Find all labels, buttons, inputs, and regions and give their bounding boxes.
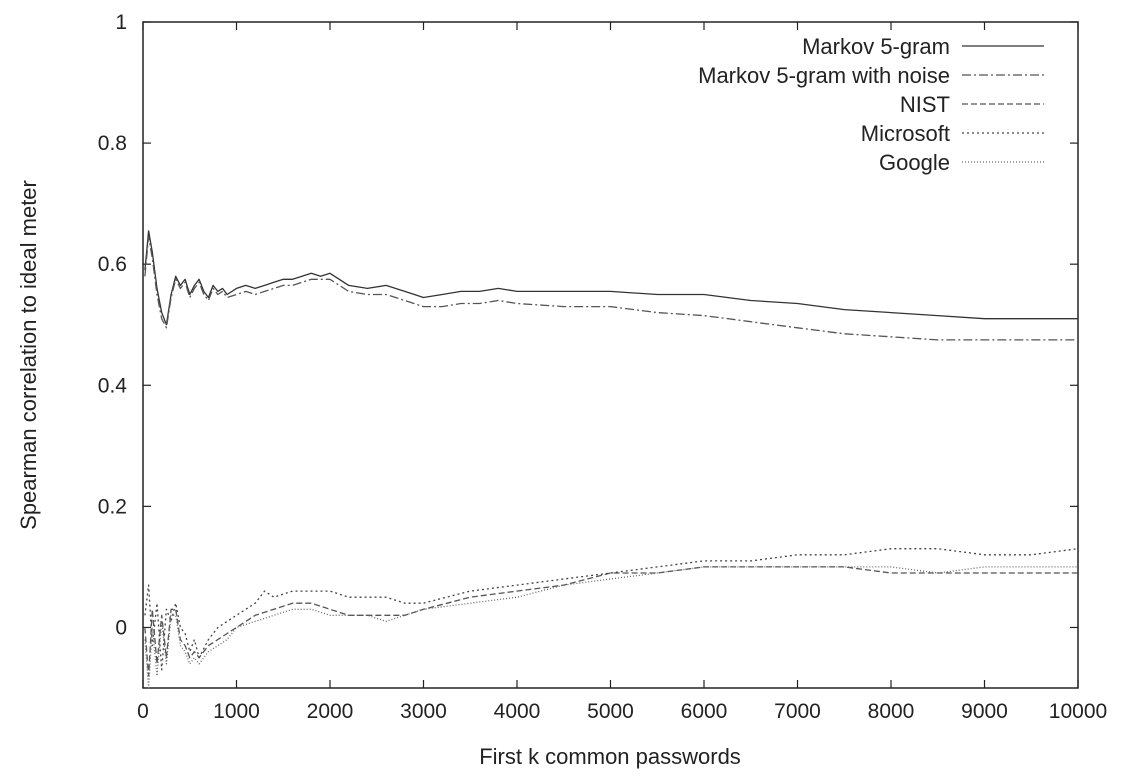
x-tick-label: 8000 [868, 700, 915, 723]
x-tick-label: 6000 [681, 700, 728, 723]
y-tick-label: 0.6 [98, 253, 127, 276]
series-line [144, 566, 1078, 689]
x-tick-label: 4000 [494, 700, 541, 723]
legend-label: Markov 5-gram [802, 34, 950, 59]
y-tick-label: 0 [115, 616, 127, 639]
series-line [144, 236, 1078, 341]
series-line [144, 548, 1079, 671]
series-line [144, 566, 1078, 677]
y-axis-title: Spearman correlation to ideal meter [16, 180, 41, 530]
y-tick-label: 0.2 [98, 495, 127, 518]
x-tick-label: 5000 [587, 700, 634, 723]
x-tick-label: 10000 [1049, 700, 1107, 723]
y-tick-label: 1 [115, 11, 127, 34]
x-tick-label: 7000 [774, 700, 821, 723]
x-tick-label: 9000 [961, 700, 1008, 723]
x-tick-label: 2000 [307, 700, 354, 723]
legend-label: Markov 5-gram with noise [698, 63, 950, 88]
x-tick-label: 0 [137, 700, 149, 723]
legend-label: Google [879, 150, 950, 175]
legend-label: Microsoft [861, 121, 950, 146]
series-line [144, 230, 1078, 326]
x-axis-title: First k common passwords [479, 744, 741, 769]
series-group [144, 230, 1079, 689]
y-tick-label: 0.4 [98, 374, 128, 397]
x-tick-label: 1000 [213, 700, 260, 723]
x-tick-label: 3000 [400, 700, 447, 723]
ticks-group: 0 1000 2000 3000 4000 5000 6000 7000 8000 9000 100… [98, 11, 1107, 723]
y-tick-label: 0.8 [98, 132, 127, 155]
legend: Markov 5-gram Markov 5-gram with noise NIS… [698, 34, 1044, 175]
legend-label: NIST [900, 92, 950, 117]
